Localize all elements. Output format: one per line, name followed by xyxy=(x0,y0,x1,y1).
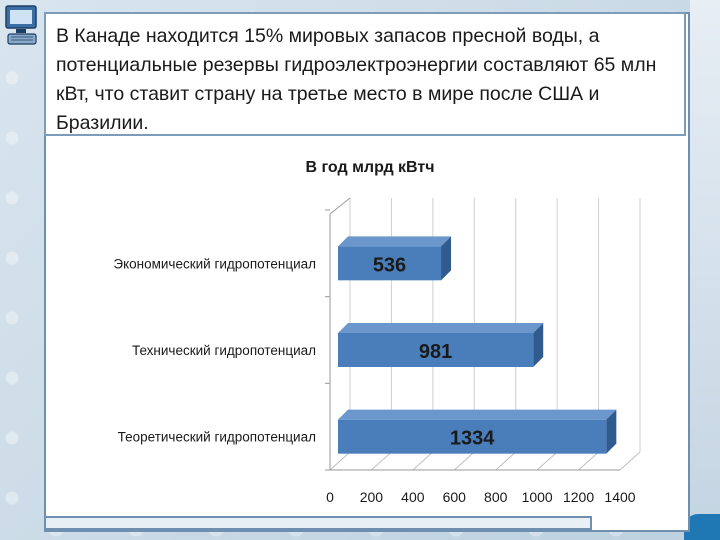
right-decor-strip xyxy=(690,0,720,540)
bar xyxy=(338,246,442,281)
x-tick-label: 1400 xyxy=(604,489,635,505)
bar-top xyxy=(338,323,544,333)
data-label: 1334 xyxy=(450,428,495,450)
bar-top xyxy=(338,236,452,247)
bar-side xyxy=(533,323,544,367)
category-label: Теоретический гидропотенциал xyxy=(118,430,316,445)
bar xyxy=(338,333,534,367)
bar-top xyxy=(338,409,617,420)
x-tick-label: 1200 xyxy=(563,489,594,505)
grid-floor-line xyxy=(578,451,599,471)
data-label: 536 xyxy=(373,254,406,276)
grid-floor-line xyxy=(329,451,351,471)
grid-floor-line xyxy=(619,451,641,471)
bottom-bar xyxy=(44,516,592,530)
computer-icon xyxy=(2,2,42,50)
grid-floor-line xyxy=(453,451,475,471)
x-tick-label: 800 xyxy=(484,489,508,505)
bar-side xyxy=(441,236,452,281)
x-tick-label: 1000 xyxy=(522,489,553,505)
grid-floor-line xyxy=(412,451,434,471)
bar xyxy=(338,419,607,454)
header-box: В Канаде находится 15% мировых запасов п… xyxy=(44,12,686,136)
category-label: Экономический гидропотенциал xyxy=(113,256,316,271)
category-label: Технический гидропотенциал xyxy=(132,343,316,358)
chart-title: В год млрд кВтч xyxy=(305,159,434,176)
grid-floor-line xyxy=(495,451,517,471)
x-tick-label: 200 xyxy=(360,489,384,505)
x-tick-label: 600 xyxy=(443,489,467,505)
bar-side xyxy=(606,409,617,454)
header-text: В Канаде находится 15% мировых запасов п… xyxy=(56,25,657,134)
corner-decor xyxy=(684,514,720,540)
y-axis-top xyxy=(329,197,351,215)
x-tick-label: 400 xyxy=(401,489,425,505)
x-tick-label: 0 xyxy=(326,489,334,505)
data-label: 981 xyxy=(419,341,452,363)
grid-floor-line xyxy=(371,451,392,471)
grid-floor-line xyxy=(536,451,558,471)
